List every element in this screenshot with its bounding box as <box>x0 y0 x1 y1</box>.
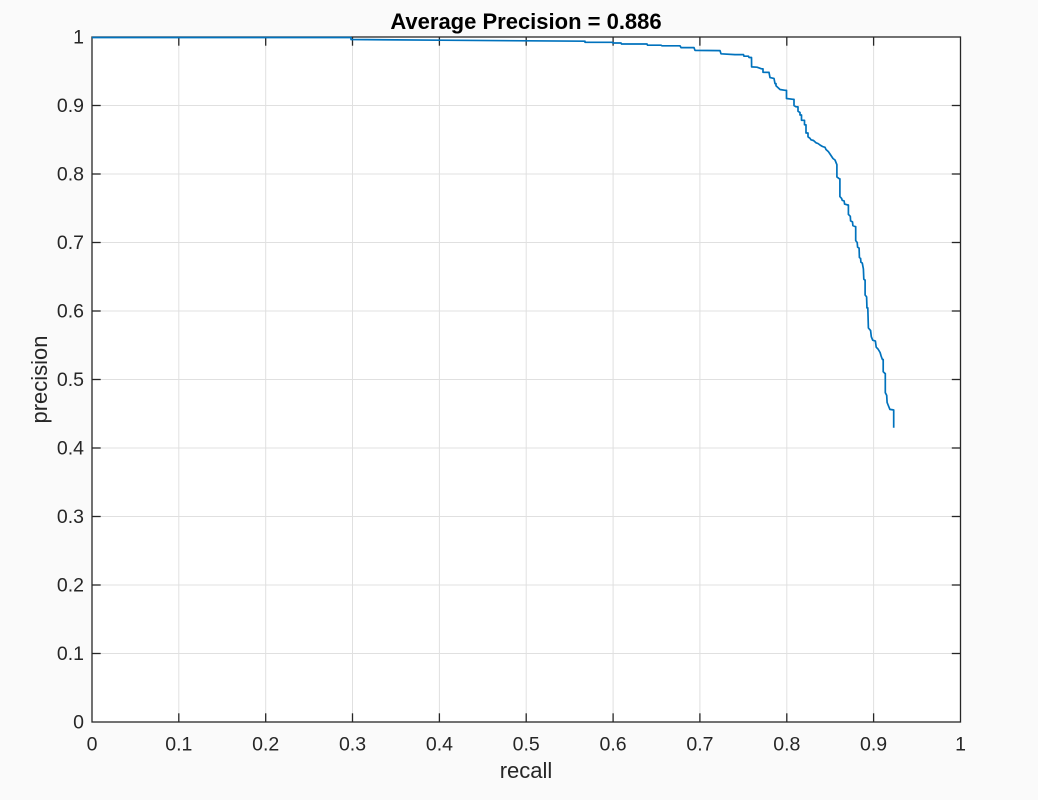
svg-text:0.5: 0.5 <box>57 369 84 391</box>
svg-text:0.1: 0.1 <box>165 734 192 756</box>
svg-text:0: 0 <box>73 712 84 734</box>
svg-text:precision: precision <box>27 335 52 423</box>
svg-text:1: 1 <box>73 27 84 49</box>
svg-text:0.9: 0.9 <box>860 734 887 756</box>
svg-text:recall: recall <box>500 758 553 783</box>
svg-text:0.4: 0.4 <box>426 734 453 756</box>
svg-text:0.6: 0.6 <box>600 734 627 756</box>
svg-text:0.8: 0.8 <box>773 734 800 756</box>
svg-text:0.3: 0.3 <box>339 734 366 756</box>
svg-text:0.1: 0.1 <box>57 643 84 665</box>
svg-text:1: 1 <box>955 734 966 756</box>
svg-text:0.5: 0.5 <box>513 734 540 756</box>
svg-text:0.2: 0.2 <box>252 734 279 756</box>
svg-text:0.9: 0.9 <box>57 95 84 117</box>
svg-text:0.7: 0.7 <box>686 734 713 756</box>
svg-text:Average Precision = 0.886: Average Precision = 0.886 <box>390 9 661 34</box>
svg-text:0.8: 0.8 <box>57 164 84 186</box>
svg-text:0: 0 <box>87 734 98 756</box>
svg-text:0.6: 0.6 <box>57 301 84 323</box>
svg-text:0.2: 0.2 <box>57 575 84 597</box>
svg-text:0.7: 0.7 <box>57 232 84 254</box>
svg-text:0.4: 0.4 <box>57 438 84 460</box>
svg-text:0.3: 0.3 <box>57 506 84 528</box>
